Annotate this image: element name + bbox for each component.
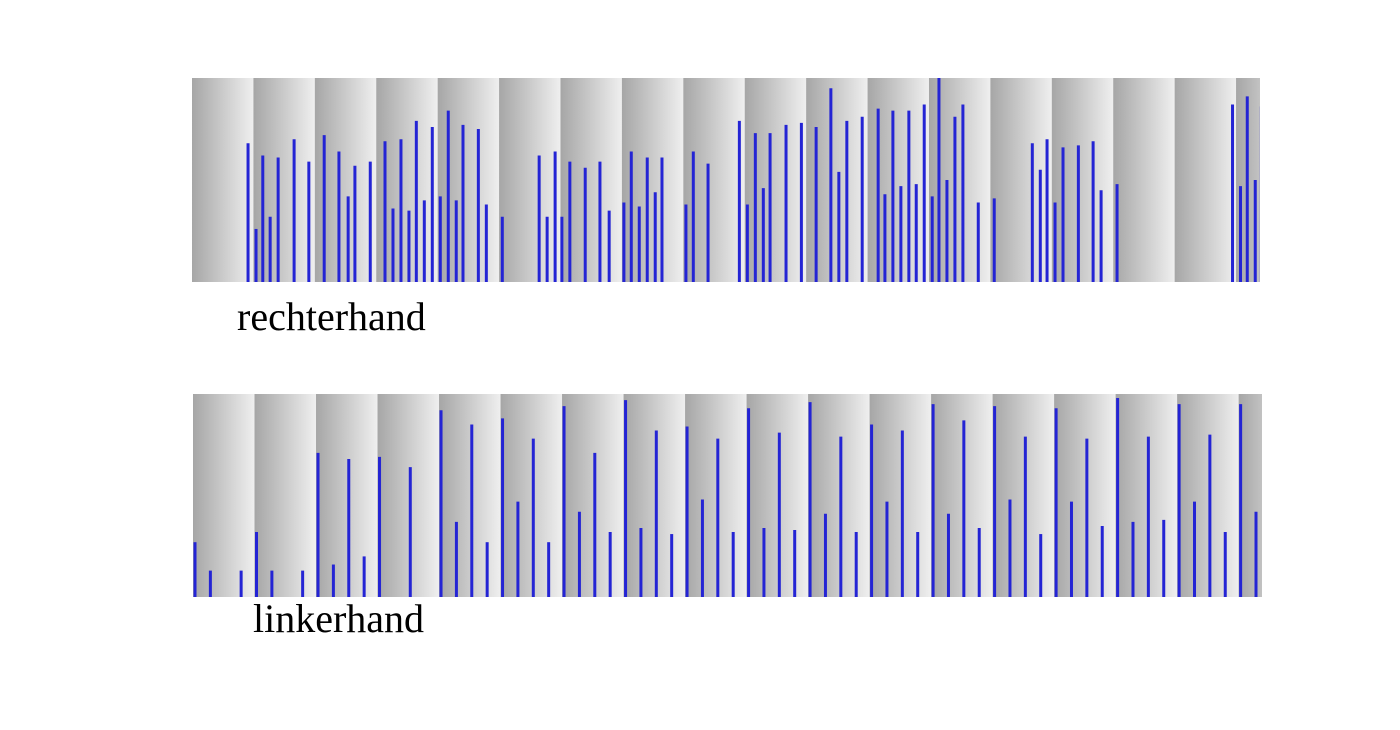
measure-bg: [623, 394, 686, 597]
measure-bg: [500, 394, 563, 597]
measure-bg: [1238, 394, 1262, 597]
panel: [193, 394, 1262, 597]
measure-bg: [192, 78, 254, 282]
measure-bg: [869, 394, 932, 597]
measure-bg: [193, 394, 255, 597]
measure-bg: [1054, 394, 1116, 597]
measure-bg: [746, 394, 809, 597]
measure-bg: [1236, 78, 1260, 282]
measure-bg: [808, 394, 870, 597]
measure-bg: [1115, 394, 1178, 597]
measure-bg: [931, 394, 993, 597]
measure-bg: [1177, 394, 1239, 597]
measure-bg: [254, 394, 317, 597]
measure-bg: [499, 78, 561, 282]
panel: [192, 78, 1260, 282]
measure-bg: [1113, 78, 1175, 282]
measure-bg: [990, 78, 1052, 282]
measure-bg: [439, 394, 501, 597]
measure-bg: [562, 394, 624, 597]
measure-bg: [992, 394, 1055, 597]
panel-label: rechterhand: [237, 294, 426, 339]
measure-bg: [1174, 78, 1237, 282]
measure-bg: [316, 394, 378, 597]
measure-bg: [377, 394, 440, 597]
measure-bg: [685, 394, 747, 597]
measure-bg: [1051, 78, 1114, 282]
panel-label: linkerhand: [253, 596, 424, 641]
